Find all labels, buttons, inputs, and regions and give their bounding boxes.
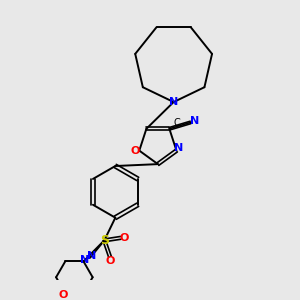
Text: C: C [173,118,180,128]
Text: N: N [87,251,96,261]
Text: N: N [169,97,178,107]
Text: O: O [59,290,68,300]
Text: N: N [174,143,184,153]
Text: O: O [120,233,129,243]
Text: S: S [100,234,109,247]
Text: O: O [131,146,140,156]
Text: O: O [105,256,115,266]
Text: N: N [190,116,199,127]
Text: N: N [80,255,90,265]
